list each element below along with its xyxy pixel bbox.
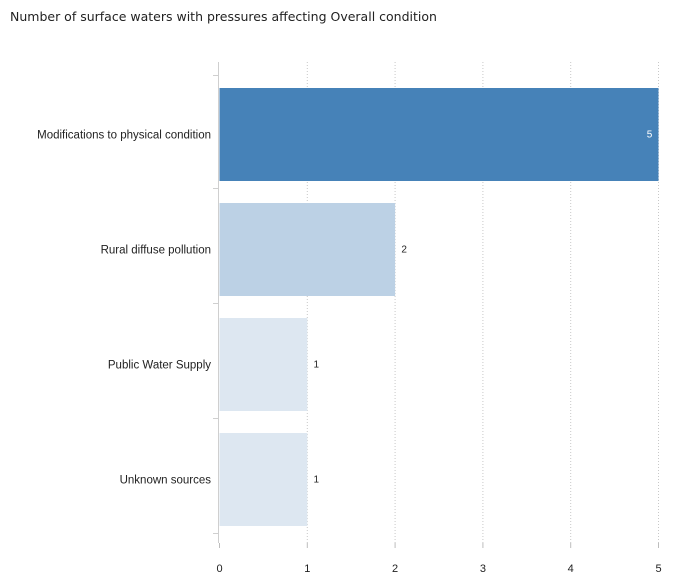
bars [219, 88, 659, 526]
category-label: Rural diffuse pollution [101, 245, 211, 257]
chart-axes [213, 62, 659, 548]
bar [219, 433, 308, 526]
labels: 0 1 2 3 4 5 Modifications to physical conditio… [37, 130, 661, 576]
data-label: 5 [647, 130, 653, 141]
x-tick-label: 0 [216, 563, 222, 575]
bar [219, 88, 659, 181]
category-label: Modifications to physical condition [37, 130, 211, 142]
category-label: Unknown sources [120, 475, 212, 487]
bar [219, 203, 396, 296]
data-label: 1 [314, 360, 320, 371]
x-tick-label: 1 [304, 563, 310, 575]
x-tick-label: 4 [568, 563, 574, 575]
category-label: Public Water Supply [108, 360, 211, 372]
gridlines [306, 62, 659, 543]
x-tick-label: 5 [655, 563, 661, 575]
data-label: 1 [314, 475, 320, 486]
x-tick-label: 3 [480, 563, 486, 575]
data-label: 2 [401, 245, 407, 256]
x-tick-label: 2 [392, 563, 398, 575]
bar [219, 318, 308, 411]
chart-title: Number of surface waters with pressures … [10, 9, 437, 24]
